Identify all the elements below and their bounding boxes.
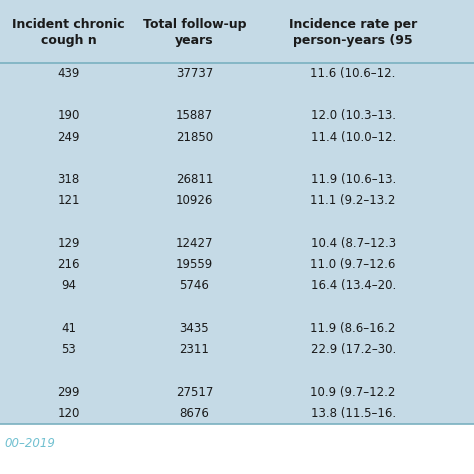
Text: 15887: 15887 [176,109,213,122]
Text: 53: 53 [61,343,76,356]
Text: 41: 41 [61,322,76,335]
Text: 439: 439 [57,67,80,80]
Text: 5746: 5746 [179,280,210,292]
Text: 12427: 12427 [175,237,213,250]
Text: 121: 121 [57,194,80,207]
Text: 11.1 (9.2–13.2: 11.1 (9.2–13.2 [310,194,396,207]
Text: 11.6 (10.6–12.: 11.6 (10.6–12. [310,67,396,80]
Text: Total follow-up
years: Total follow-up years [143,18,246,47]
Text: 8676: 8676 [179,407,210,420]
Text: 318: 318 [58,173,80,186]
Text: 2311: 2311 [179,343,210,356]
Text: 11.4 (10.0–12.: 11.4 (10.0–12. [310,130,396,144]
Text: 37737: 37737 [176,67,213,80]
Text: 10.4 (8.7–12.3: 10.4 (8.7–12.3 [310,237,396,250]
Text: 216: 216 [57,258,80,271]
Text: 10.9 (9.7–12.2: 10.9 (9.7–12.2 [310,386,396,399]
Text: Incident chronic
cough n: Incident chronic cough n [12,18,125,47]
Text: 11.9 (8.6–16.2: 11.9 (8.6–16.2 [310,322,396,335]
Text: 11.0 (9.7–12.6: 11.0 (9.7–12.6 [310,258,396,271]
Text: Incidence rate per
person-years (95: Incidence rate per person-years (95 [289,18,417,47]
Text: 27517: 27517 [176,386,213,399]
Text: 249: 249 [57,130,80,144]
Text: 3435: 3435 [180,322,209,335]
Text: 120: 120 [57,407,80,420]
Text: 22.9 (17.2–30.: 22.9 (17.2–30. [310,343,396,356]
Text: 11.9 (10.6–13.: 11.9 (10.6–13. [310,173,396,186]
Text: 94: 94 [61,280,76,292]
Text: 00–2019: 00–2019 [5,437,55,450]
Text: 13.8 (11.5–16.: 13.8 (11.5–16. [310,407,396,420]
Text: 129: 129 [57,237,80,250]
Text: 12.0 (10.3–13.: 12.0 (10.3–13. [310,109,396,122]
Text: 190: 190 [57,109,80,122]
Text: 26811: 26811 [176,173,213,186]
Text: 19559: 19559 [176,258,213,271]
Text: 16.4 (13.4–20.: 16.4 (13.4–20. [310,280,396,292]
Text: 299: 299 [57,386,80,399]
Bar [0,0,474,424]
Text: 21850: 21850 [176,130,213,144]
Text: 10926: 10926 [176,194,213,207]
